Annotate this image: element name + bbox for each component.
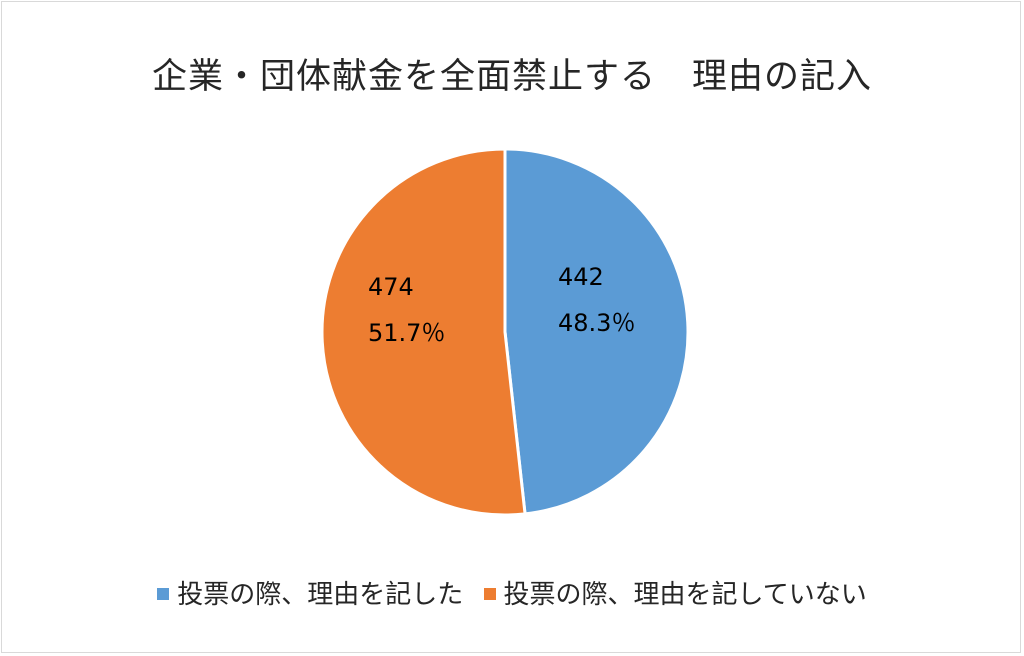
legend-label-recorded: 投票の際、理由を記した [177,580,464,610]
legend-item-not-recorded: 投票の際、理由を記していない [483,574,867,611]
legend-label-not-recorded: 投票の際、理由を記していない [503,580,867,610]
pie-slices [320,147,690,517]
pie-slice-not-recorded [320,147,527,517]
legend-swatch-recorded [157,587,170,600]
chart-title: 企業・団体献金を全面禁止する 理由の記入 [151,57,872,97]
data-labels: 442 48.3％ 474 51.7％ [368,263,635,347]
legend: 投票の際、理由を記した 投票の際、理由を記していない [0,574,1024,611]
legend-item-recorded: 投票の際、理由を記した [157,574,463,611]
data-label-percent-recorded: 48.3％ [558,309,635,337]
data-label-percent-not-recorded: 51.7％ [368,319,445,347]
data-label-value-not-recorded: 474 [368,273,414,301]
data-label-value-recorded: 442 [558,263,604,291]
pie-slice-recorded [503,147,690,516]
legend-swatch-not-recorded [483,587,496,600]
